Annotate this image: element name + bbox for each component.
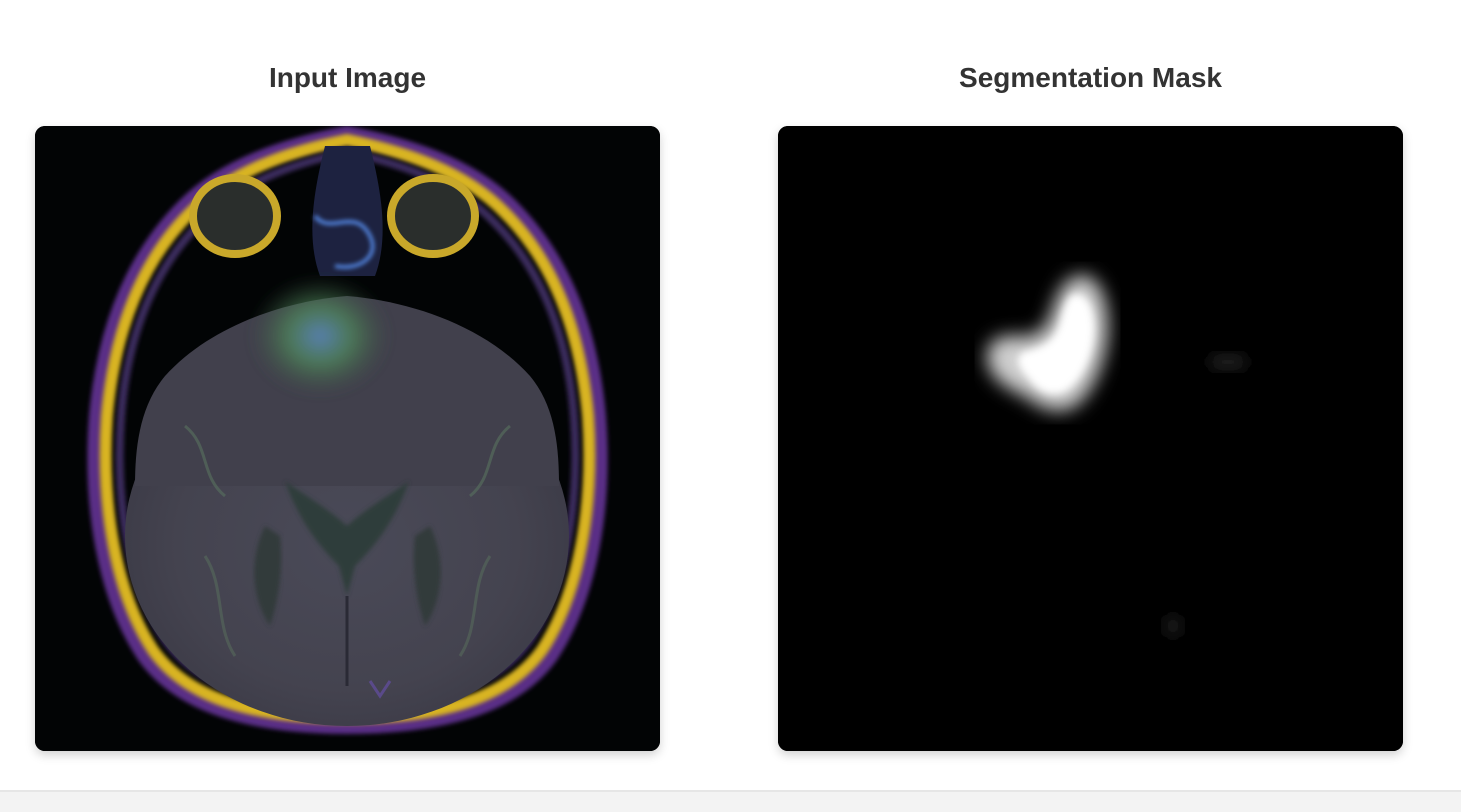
brain-mri-image — [35, 126, 660, 751]
mask-image-card — [778, 126, 1403, 751]
segmentation-mask-image — [778, 126, 1403, 751]
input-image-card — [35, 126, 660, 751]
bottom-divider — [0, 790, 1461, 812]
segmentation-mask-title: Segmentation Mask — [959, 62, 1222, 93]
input-image-title: Input Image — [268, 62, 427, 93]
